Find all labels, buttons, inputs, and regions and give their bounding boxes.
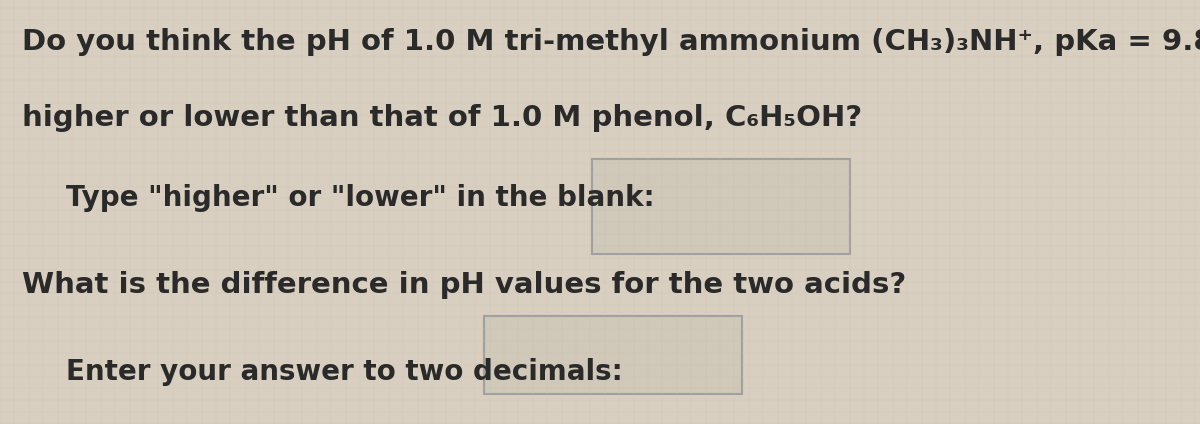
Text: Enter your answer to two decimals:: Enter your answer to two decimals:: [66, 358, 623, 386]
Text: higher or lower than that of 1.0 M phenol, C₆H₅OH?: higher or lower than that of 1.0 M pheno…: [22, 104, 862, 132]
Bar: [484, 316, 742, 394]
Text: What is the difference in pH values for the two acids?: What is the difference in pH values for …: [22, 271, 906, 299]
Text: Type "higher" or "lower" in the blank:: Type "higher" or "lower" in the blank:: [66, 184, 655, 212]
Bar: [592, 159, 850, 254]
Text: Do you think the pH of 1.0 M tri-methyl ammonium (CH₃)₃NH⁺, pKa = 9.80, will be: Do you think the pH of 1.0 M tri-methyl …: [22, 28, 1200, 56]
